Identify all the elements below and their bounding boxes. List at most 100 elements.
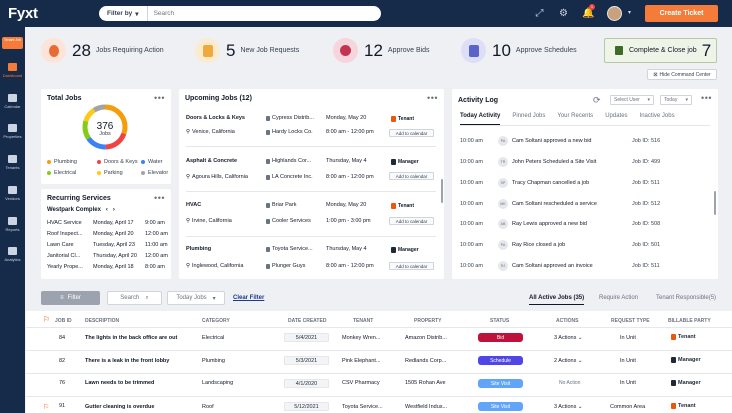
column-header[interactable]: DATE CREATED <box>288 318 327 324</box>
list-item[interactable]: Lawn Care Tuesday, April 23 11:00 am <box>47 242 168 248</box>
tab-updates[interactable]: Updates <box>605 113 628 119</box>
activity-item[interactable]: 10:00 am PA Cam Soltani approved a new bid… <box>460 136 661 146</box>
sidebar-item-analytics[interactable]: Analytics <box>0 247 25 262</box>
activity-item[interactable]: 10:00 am PA Ray Rice closed a job Job ID: 5… <box>460 240 661 250</box>
global-search[interactable]: Filter by ▾ <box>99 6 381 21</box>
more-options-icon[interactable]: ••• <box>154 93 165 103</box>
filter-button[interactable]: ≡ Filter <box>41 291 100 305</box>
column-header[interactable]: PROPERTY <box>414 318 442 324</box>
scrollbar[interactable] <box>714 191 716 215</box>
add-to-calendar-button[interactable]: Add to calendar <box>389 129 434 137</box>
property-selector[interactable]: Westpark Complex ‹ › <box>47 207 115 213</box>
job-category: Plumbing <box>202 358 225 364</box>
job-description[interactable]: There is a leak in the front lobby <box>85 358 170 364</box>
add-to-calendar-button[interactable]: Add to calendar <box>389 262 434 270</box>
job-description[interactable]: Gutter cleaning is overdue <box>85 404 155 410</box>
sidebar-item-tenants[interactable]: Tenants <box>0 155 25 170</box>
job-description[interactable]: Lawn needs to be trimmed <box>85 380 155 386</box>
tab-require-action[interactable]: Require Action <box>599 295 639 301</box>
job-title[interactable]: Doors & Locks & Keys <box>186 115 245 121</box>
tenant-job-button[interactable]: Tenant Job <box>2 37 23 49</box>
tenant-name: CSV Pharmacy <box>342 380 380 386</box>
gear-icon[interactable]: ⚙ <box>559 8 568 19</box>
actions-dropdown[interactable]: 3 Actions ⌄ <box>554 404 583 410</box>
stat-jobs-requiring-action[interactable]: 28 Jobs Requiring Action <box>41 36 164 65</box>
complete-close-job-button[interactable]: Complete & Close job 7 <box>604 38 717 63</box>
column-header[interactable]: STATUS <box>490 318 510 324</box>
status-badge[interactable]: Bid <box>478 333 523 342</box>
chevron-left-icon[interactable]: ‹ <box>105 207 108 213</box>
column-header[interactable]: DESCRIPTION <box>85 318 120 324</box>
tab-today-activity[interactable]: Today Activity <box>460 113 501 125</box>
status-badge[interactable]: Site Visit <box>478 402 523 411</box>
stat-new-job-requests[interactable]: 5 New Job Requests <box>195 36 299 65</box>
sidebar-item-vendors[interactable]: Vendors <box>0 186 25 201</box>
add-to-calendar-button[interactable]: Add to calendar <box>389 172 434 180</box>
job-description[interactable]: The lights in the back office are out <box>85 335 178 341</box>
tenant-job-icon: ⚐ <box>43 315 51 324</box>
activity-item[interactable]: 10:00 am TR John Peters Scheduled a Site V… <box>460 157 661 167</box>
job-title[interactable]: Plumbing <box>186 246 212 252</box>
property-name: Westfield Indus... <box>405 404 448 410</box>
sidebar-item-properties[interactable]: Properties <box>0 124 25 139</box>
tab-tenant-responsible[interactable]: Tenant Responsible(5) <box>656 295 717 301</box>
legend-item: Parking <box>97 170 123 176</box>
list-item[interactable]: Roof Inspect... Monday, April 20 12:00 am <box>47 231 168 237</box>
column-header[interactable]: TENANT <box>353 318 374 324</box>
job-title[interactable]: Asphalt & Concrete <box>186 158 238 164</box>
list-item[interactable]: Janitorial Cl... Thursday, April 20 12:00 … <box>47 253 168 259</box>
hide-command-center-button[interactable]: ⊠ Hide Command Center <box>647 69 717 80</box>
tab-inactive-jobs[interactable]: Inactive Jobs <box>639 113 675 119</box>
activity-item[interactable]: 10:00 am AB Ray Lewis approved a new bid Jo… <box>460 219 661 229</box>
add-to-calendar-button[interactable]: Add to calendar <box>389 217 434 225</box>
total-jobs-label: Jobs <box>99 131 111 137</box>
expand-icon[interactable]: ⤢ <box>535 8 544 19</box>
column-header[interactable]: ACTIONS <box>556 318 579 324</box>
column-header[interactable]: JOB ID <box>55 318 72 324</box>
sidebar-item-dashboard[interactable]: Dashboard <box>0 63 25 78</box>
create-ticket-button[interactable]: Create Ticket <box>645 5 718 22</box>
date-range-dropdown[interactable]: Today ▾ <box>660 95 692 105</box>
bell-icon[interactable]: 🔔 <box>582 8 595 19</box>
status-badge[interactable]: Site Visit <box>478 379 523 388</box>
column-header[interactable]: REQUEST TYPE <box>611 318 650 324</box>
table-search-input[interactable]: Search ⌕ <box>107 291 162 305</box>
app-logo[interactable]: Fyxt <box>8 5 38 22</box>
location-pin-icon: ⚲ <box>186 263 191 269</box>
actions-dropdown[interactable]: 3 Actions ⌄ <box>554 335 583 341</box>
sidebar-item-calendar[interactable]: Calendar <box>0 94 25 109</box>
chevron-down-icon[interactable]: ▾ <box>627 10 631 16</box>
stat-approve-bids[interactable]: 12 Approve Bids <box>333 36 430 65</box>
activity-item[interactable]: 10:00 am RJ Cam Soltani approved an invoic… <box>460 261 660 271</box>
job-contractor: LA Concrete Inc. <box>266 174 313 180</box>
job-title[interactable]: HVAC <box>186 202 202 208</box>
column-header[interactable]: BILLABLE PARTY <box>668 318 711 324</box>
more-options-icon[interactable]: ••• <box>154 193 165 203</box>
clear-filter-link[interactable]: Clear Filter <box>233 295 265 301</box>
user-avatar[interactable] <box>607 6 622 21</box>
status-badge[interactable]: Schedule <box>478 356 523 365</box>
request-type: Common Area <box>610 404 646 410</box>
more-options-icon[interactable]: ••• <box>701 93 712 103</box>
search-input[interactable] <box>153 10 314 17</box>
avatar: MK <box>498 199 508 209</box>
tab-all-active-jobs[interactable]: All Active Jobs (35) <box>529 295 585 305</box>
more-options-icon[interactable]: ••• <box>427 93 438 103</box>
chevron-right-icon[interactable]: › <box>112 207 115 213</box>
filter-icon: ≡ <box>60 295 64 301</box>
list-item[interactable]: Yearly Prope... Monday, April 18 8:00 am <box>47 264 165 270</box>
filter-by-dropdown[interactable]: Filter by ▾ <box>99 6 148 21</box>
tab-pinned-jobs[interactable]: Pinned Jobs <box>512 113 546 119</box>
tab-your-recents[interactable]: Your Recents <box>557 113 594 119</box>
stat-approve-schedules[interactable]: 10 Approve Schedules <box>461 36 577 65</box>
activity-item[interactable]: 10:00 am SP Tracy Chapman cancelled a job J… <box>460 178 660 188</box>
actions-dropdown[interactable]: 2 Actions ⌄ <box>554 358 583 364</box>
activity-item[interactable]: 10:00 am MK Cam Soltani rescheduled a serv… <box>460 199 661 209</box>
refresh-icon[interactable]: ⟳ <box>593 95 601 105</box>
scrollbar[interactable] <box>441 179 443 203</box>
today-jobs-dropdown[interactable]: Today Jobs ▾ <box>167 291 225 305</box>
select-user-dropdown[interactable]: Select User ▾ <box>610 95 654 105</box>
sidebar-item-reports[interactable]: Reports <box>0 217 25 232</box>
list-item[interactable]: HVAC Service Monday, April 17 9:00 am <box>47 220 165 226</box>
column-header[interactable]: CATEGORY <box>202 318 230 324</box>
